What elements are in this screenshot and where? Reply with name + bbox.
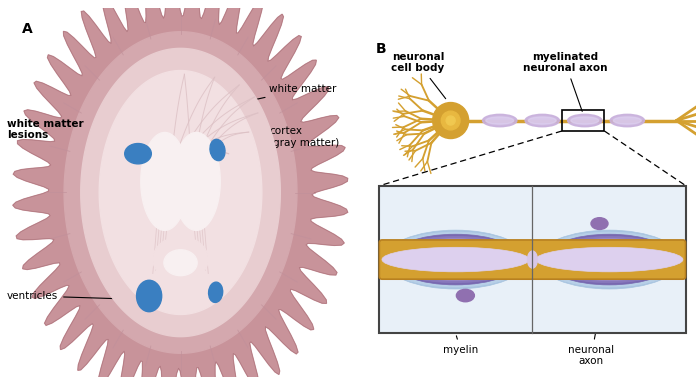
Text: myelin: myelin [443, 336, 478, 355]
Ellipse shape [539, 241, 679, 278]
Polygon shape [141, 132, 188, 230]
Ellipse shape [385, 243, 527, 276]
Ellipse shape [164, 250, 197, 276]
Polygon shape [13, 0, 348, 385]
Ellipse shape [382, 247, 529, 272]
Ellipse shape [136, 280, 161, 312]
Ellipse shape [568, 114, 602, 127]
Ellipse shape [538, 230, 681, 289]
Ellipse shape [384, 230, 527, 289]
Ellipse shape [125, 144, 151, 164]
Text: ventricles: ventricles [7, 291, 146, 301]
Ellipse shape [591, 218, 608, 229]
Ellipse shape [486, 117, 514, 124]
Ellipse shape [528, 117, 556, 124]
Polygon shape [64, 32, 297, 353]
Bar [562, 110, 604, 131]
Ellipse shape [571, 117, 599, 124]
Ellipse shape [457, 290, 475, 302]
Text: B: B [375, 42, 386, 56]
Text: neuronal
cell body: neuronal cell body [391, 52, 445, 99]
Ellipse shape [613, 117, 641, 124]
Text: A: A [22, 22, 32, 37]
Polygon shape [81, 49, 280, 336]
Ellipse shape [536, 247, 683, 272]
Ellipse shape [541, 239, 678, 281]
Ellipse shape [210, 139, 225, 161]
Ellipse shape [544, 234, 675, 285]
Circle shape [433, 102, 468, 139]
Ellipse shape [387, 239, 524, 281]
Ellipse shape [537, 245, 681, 274]
Text: white matter: white matter [205, 84, 337, 110]
Ellipse shape [390, 234, 521, 285]
Ellipse shape [482, 114, 517, 127]
Ellipse shape [386, 241, 525, 278]
Polygon shape [173, 132, 220, 230]
FancyBboxPatch shape [379, 240, 686, 279]
Ellipse shape [542, 236, 677, 283]
Ellipse shape [383, 245, 528, 274]
Ellipse shape [171, 189, 190, 218]
Ellipse shape [538, 243, 680, 276]
Ellipse shape [383, 232, 528, 287]
Polygon shape [100, 70, 262, 315]
Ellipse shape [610, 114, 644, 127]
Ellipse shape [388, 236, 523, 283]
Text: myelinated
neuronal axon: myelinated neuronal axon [523, 52, 608, 111]
Circle shape [441, 111, 460, 130]
Text: neuronal
axon: neuronal axon [568, 262, 615, 366]
Ellipse shape [209, 282, 223, 303]
Bar [379, 186, 686, 333]
Ellipse shape [153, 237, 208, 281]
Circle shape [446, 116, 455, 125]
Ellipse shape [525, 114, 560, 127]
Ellipse shape [528, 251, 537, 268]
Text: white matter
lesions: white matter lesions [7, 119, 135, 153]
Text: cortex
(gray matter): cortex (gray matter) [253, 119, 340, 148]
Ellipse shape [537, 232, 682, 287]
